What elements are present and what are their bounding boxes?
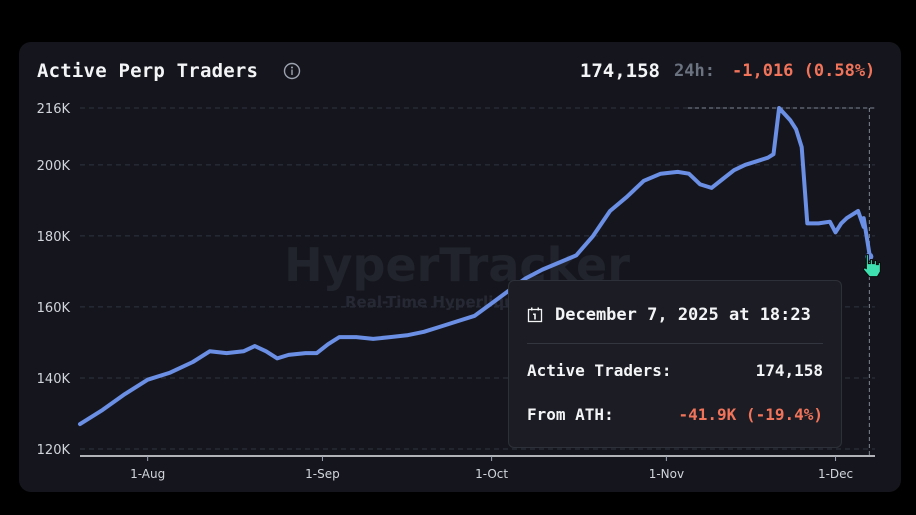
x-tick-label: 1-Sep xyxy=(305,467,340,481)
chart-tooltip: December 7, 2025 at 18:23 Active Traders… xyxy=(508,280,842,448)
hand-cursor-icon xyxy=(862,254,881,278)
y-tick-label: 180K xyxy=(37,230,71,245)
x-tick-label: 1-Aug xyxy=(130,467,165,481)
y-tick-label: 120K xyxy=(37,443,71,458)
tooltip-value: -41.9K (-19.4%) xyxy=(678,405,824,424)
y-tick-label: 216K xyxy=(37,102,71,117)
x-tick-label: 1-Dec xyxy=(818,467,853,481)
x-tick-label: 1-Oct xyxy=(475,467,508,481)
series-line xyxy=(78,106,872,427)
current-value: 174,158 xyxy=(579,60,660,82)
tooltip-value: 174,158 xyxy=(755,361,823,380)
info-icon[interactable] xyxy=(283,62,301,80)
tooltip-label: Active Traders: xyxy=(527,361,672,380)
chart-title: Active Perp Traders xyxy=(37,60,259,82)
change-value: -1,016 (0.58%) xyxy=(732,61,876,81)
tooltip-date: December 7, 2025 at 18:23 xyxy=(555,305,811,325)
tooltip-divider xyxy=(527,343,823,344)
y-tick-label: 200K xyxy=(37,159,71,174)
change-label: 24h: xyxy=(674,61,715,81)
y-tick-label: 160K xyxy=(37,301,71,316)
tooltip-label: From ATH: xyxy=(527,405,614,424)
calendar-icon xyxy=(527,307,543,323)
x-tick-label: 1-Nov xyxy=(649,467,684,481)
y-tick-label: 140K xyxy=(37,372,71,387)
